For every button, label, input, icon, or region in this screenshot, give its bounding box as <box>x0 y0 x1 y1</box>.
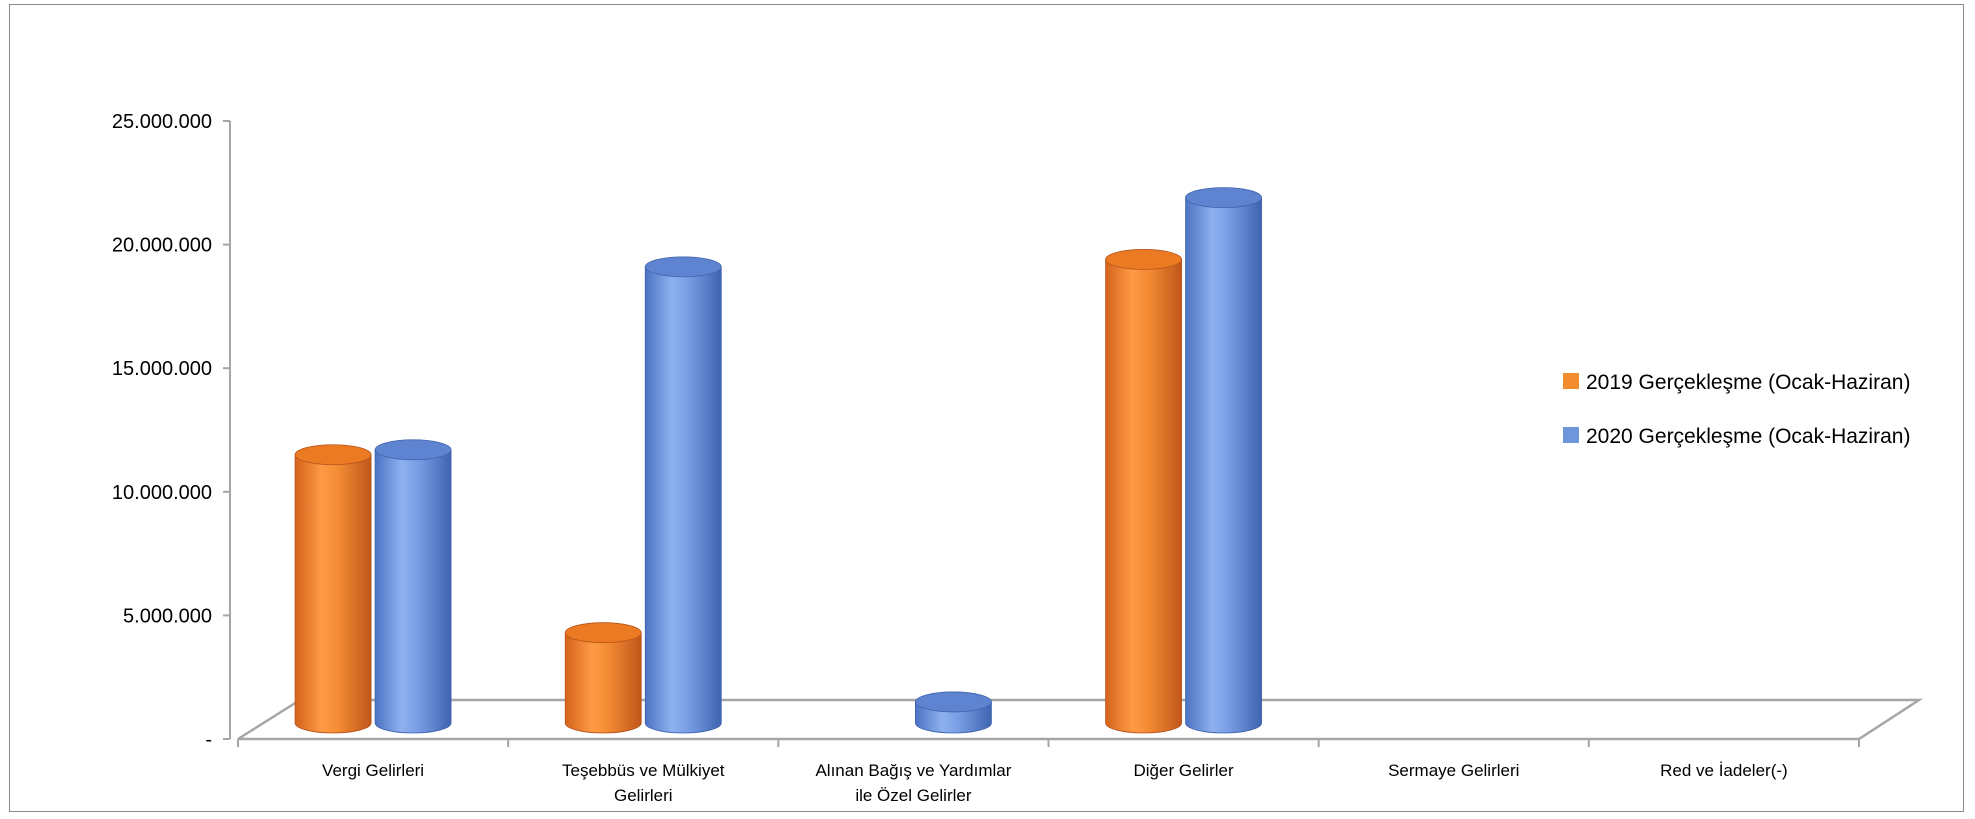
legend-swatch <box>1563 427 1579 443</box>
bar <box>564 622 642 734</box>
y-tick-label: 15.000.000 <box>112 358 212 380</box>
bar <box>644 256 722 734</box>
legend-swatch <box>1563 373 1579 389</box>
bar <box>1185 187 1262 734</box>
bar <box>1105 249 1182 734</box>
x-tick-label: Teşebbüs ve Mülkiyet Gelirleri <box>562 761 725 805</box>
bar <box>294 444 372 734</box>
legend-label: 2020 Gerçekleşme (Ocak-Haziran) <box>1586 425 1910 448</box>
y-axis: - 5.000.000 10.000.000 15.000.000 20.000.000… <box>112 111 231 751</box>
x-tick-label: Alınan Bağış ve Yardımlar ile Özel Gelirl… <box>815 761 1011 805</box>
chart-frame: - 5.000.000 10.000.000 15.000.000 20.000.000… <box>9 4 1964 812</box>
legend-label: 2019 Gerçekleşme (Ocak-Haziran) <box>1586 371 1910 394</box>
x-axis-labels: Vergi Gelirleri Teşebbüs ve Mülkiyet Gelir… <box>322 761 1788 805</box>
x-tick-label: Vergi Gelirleri <box>322 761 424 780</box>
x-tick-label: Red ve İadeler(-) <box>1660 761 1788 780</box>
x-tick-label: Sermaye Gelirleri <box>1388 761 1519 780</box>
floor-outline <box>237 698 1924 741</box>
x-tick-label: Diğer Gelirler <box>1134 761 1234 780</box>
y-tick-label: 25.000.000 <box>112 111 212 133</box>
chart-floor <box>237 698 1924 747</box>
y-tick-label: - <box>205 729 212 751</box>
y-tick-label: 5.000.000 <box>123 605 212 627</box>
legend: 2019 Gerçekleşme (Ocak-Haziran) 2020 Gerç… <box>1563 371 1910 448</box>
bar <box>374 439 452 734</box>
bar <box>915 691 992 734</box>
y-tick-label: 10.000.000 <box>112 482 212 504</box>
bars <box>294 187 1262 734</box>
y-tick-label: 20.000.000 <box>112 235 212 257</box>
chart: - 5.000.000 10.000.000 15.000.000 20.000.000… <box>112 111 1924 805</box>
